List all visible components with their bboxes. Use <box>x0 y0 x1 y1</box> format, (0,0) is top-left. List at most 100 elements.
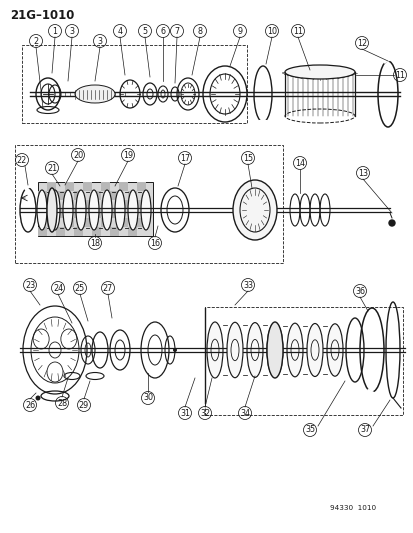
Ellipse shape <box>233 180 276 240</box>
Text: 94330  1010: 94330 1010 <box>329 505 375 511</box>
Bar <box>92 191 101 200</box>
Bar <box>101 200 110 209</box>
Bar <box>74 227 83 236</box>
Circle shape <box>36 395 40 400</box>
Bar <box>65 218 74 227</box>
Bar <box>110 209 119 218</box>
Text: 31: 31 <box>180 408 190 417</box>
Text: 32: 32 <box>199 408 209 417</box>
Text: 18: 18 <box>90 238 100 247</box>
Text: 15: 15 <box>242 154 252 163</box>
Bar <box>74 191 83 200</box>
Bar <box>47 218 56 227</box>
Text: 36: 36 <box>354 287 364 295</box>
Ellipse shape <box>306 324 322 376</box>
Ellipse shape <box>75 85 115 103</box>
Text: 3: 3 <box>97 36 102 45</box>
Bar <box>137 200 146 209</box>
Text: 21: 21 <box>47 164 57 173</box>
Circle shape <box>173 348 177 352</box>
Ellipse shape <box>286 323 302 377</box>
Text: 4: 4 <box>117 27 122 36</box>
Ellipse shape <box>76 190 86 230</box>
Bar <box>22 45 247 123</box>
Ellipse shape <box>63 190 73 230</box>
Bar <box>119 200 128 209</box>
Bar <box>137 218 146 227</box>
Text: 13: 13 <box>357 168 367 177</box>
Ellipse shape <box>102 190 112 230</box>
Ellipse shape <box>50 190 60 230</box>
Text: 24: 24 <box>53 284 63 293</box>
Ellipse shape <box>128 190 138 230</box>
Bar <box>65 200 74 209</box>
Text: 23: 23 <box>25 280 35 289</box>
Text: 34: 34 <box>240 408 249 417</box>
Bar <box>56 191 65 200</box>
Bar <box>47 200 56 209</box>
Bar <box>38 191 47 200</box>
Text: 9: 9 <box>237 27 242 36</box>
Bar <box>65 182 74 191</box>
Bar <box>83 218 92 227</box>
Ellipse shape <box>37 190 47 230</box>
Bar <box>110 227 119 236</box>
Bar <box>119 182 128 191</box>
Text: 12: 12 <box>356 38 366 47</box>
Text: 35: 35 <box>304 425 314 434</box>
Text: 28: 28 <box>57 399 67 408</box>
Text: 1: 1 <box>52 27 57 36</box>
Bar <box>128 191 137 200</box>
Bar <box>38 209 47 218</box>
Bar <box>204 307 402 415</box>
Text: 8: 8 <box>197 27 202 36</box>
Text: 3: 3 <box>69 27 74 36</box>
Text: 30: 30 <box>142 393 153 402</box>
Text: 29: 29 <box>79 400 89 409</box>
Text: 25: 25 <box>75 284 85 293</box>
Ellipse shape <box>141 190 151 230</box>
Text: 26: 26 <box>25 400 35 409</box>
Text: 10: 10 <box>266 27 276 36</box>
Ellipse shape <box>284 65 354 79</box>
Bar <box>83 200 92 209</box>
Ellipse shape <box>226 322 242 378</box>
Ellipse shape <box>266 323 282 377</box>
Bar <box>56 209 65 218</box>
Text: 27: 27 <box>102 284 113 293</box>
Text: 6: 6 <box>160 27 165 36</box>
Text: 21G–1010: 21G–1010 <box>10 9 74 22</box>
Text: 20: 20 <box>73 150 83 159</box>
Bar <box>38 182 153 236</box>
Text: 19: 19 <box>123 150 133 159</box>
Bar <box>137 182 146 191</box>
Text: 22: 22 <box>17 156 27 165</box>
Text: 5: 5 <box>142 27 147 36</box>
Bar <box>110 191 119 200</box>
Ellipse shape <box>115 190 125 230</box>
Text: 11: 11 <box>292 27 302 36</box>
Bar <box>56 227 65 236</box>
Ellipse shape <box>326 324 342 376</box>
Bar <box>15 145 282 263</box>
Circle shape <box>388 220 394 226</box>
Bar <box>101 182 110 191</box>
Bar <box>47 182 56 191</box>
Bar <box>119 218 128 227</box>
Ellipse shape <box>47 188 57 232</box>
Text: 7: 7 <box>174 27 179 36</box>
Bar <box>128 209 137 218</box>
Ellipse shape <box>247 322 262 377</box>
Text: 17: 17 <box>180 154 190 163</box>
Bar <box>83 182 92 191</box>
Ellipse shape <box>266 322 282 378</box>
Text: 11: 11 <box>394 70 404 79</box>
Bar <box>128 227 137 236</box>
Bar <box>101 218 110 227</box>
Text: 2: 2 <box>33 36 38 45</box>
Text: 33: 33 <box>242 280 252 289</box>
Bar <box>74 209 83 218</box>
Bar <box>38 227 47 236</box>
Ellipse shape <box>89 190 99 230</box>
Text: 37: 37 <box>359 425 369 434</box>
